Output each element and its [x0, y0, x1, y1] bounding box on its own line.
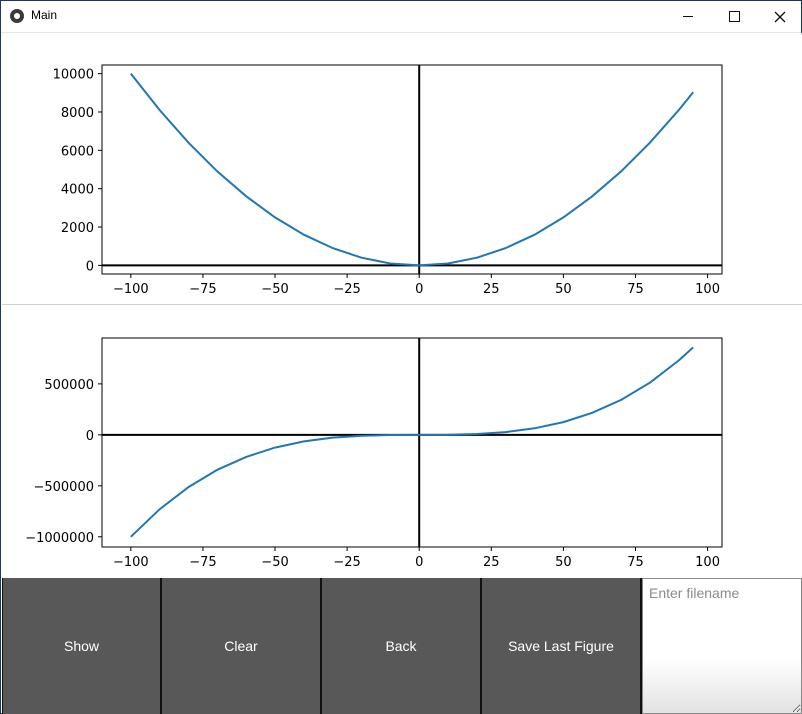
y-tick-label: 500000 [44, 378, 94, 393]
y-tick-label: 10000 [53, 68, 94, 83]
minimize-icon [683, 16, 693, 17]
x-tick-label: −75 [189, 282, 216, 297]
series-line [130, 72, 694, 267]
back-button[interactable]: Back [322, 578, 482, 714]
y-tick-label: 2000 [61, 221, 94, 236]
x-tick-label: 100 [695, 282, 720, 297]
window-title: Main [31, 8, 58, 22]
clear-button[interactable]: Clear [162, 578, 322, 714]
app-logo-icon [10, 9, 24, 23]
x-tick-label: 25 [483, 555, 500, 570]
x-tick-label: −100 [113, 555, 149, 570]
y-tick-label: 6000 [61, 144, 94, 159]
close-button[interactable] [757, 1, 802, 32]
x-tick-label: −50 [261, 555, 288, 570]
x-tick-label: 0 [415, 555, 423, 570]
x-tick-label: −25 [333, 555, 360, 570]
y-tick-label: 4000 [61, 183, 94, 198]
x-tick-label: 50 [555, 555, 572, 570]
x-tick-label: 25 [483, 282, 500, 297]
plot-frame [101, 337, 723, 548]
x-tick-label: 75 [627, 282, 644, 297]
filename-field-container [642, 578, 802, 714]
x-tick-label: 0 [415, 282, 423, 297]
plot-frame [101, 64, 723, 275]
x-tick-label: −75 [189, 555, 216, 570]
y-tick-label: −500000 [33, 480, 94, 495]
x-tick-label: −50 [261, 282, 288, 297]
close-icon [774, 11, 786, 22]
minimize-button[interactable] [665, 1, 711, 32]
quadratic-chart: −100 −75 −50 −25 0 25 50 75 100 0 2000 4000 6000 8000… [53, 64, 723, 297]
save-last-figure-button[interactable]: Save Last Figure [482, 578, 642, 714]
title-bar[interactable]: Main [1, 1, 801, 33]
series-line [130, 346, 694, 538]
plot-area: −100 −75 −50 −25 0 25 50 75 100 0 2000 4000 6000 8000… [2, 33, 802, 578]
y-tick-label: 0 [86, 259, 94, 274]
x-tick-label: −25 [333, 282, 360, 297]
x-tick-label: −100 [113, 282, 149, 297]
maximize-icon [728, 11, 740, 22]
y-tick-label: −1000000 [25, 531, 94, 546]
y-tick-label: 0 [86, 429, 94, 444]
filename-input[interactable] [643, 579, 801, 713]
y-tick-label: 8000 [61, 106, 94, 121]
show-button[interactable]: Show [2, 578, 162, 714]
plot-divider [2, 304, 802, 305]
x-tick-label: 75 [627, 555, 644, 570]
x-tick-label: 100 [695, 555, 720, 570]
button-bar: Show Clear Back Save Last Figure [2, 578, 802, 714]
cubic-chart: −100 −75 −50 −25 0 25 50 75 100 −1000000 −500000 0 5… [25, 337, 723, 570]
maximize-button[interactable] [711, 1, 757, 32]
x-tick-label: 50 [555, 282, 572, 297]
